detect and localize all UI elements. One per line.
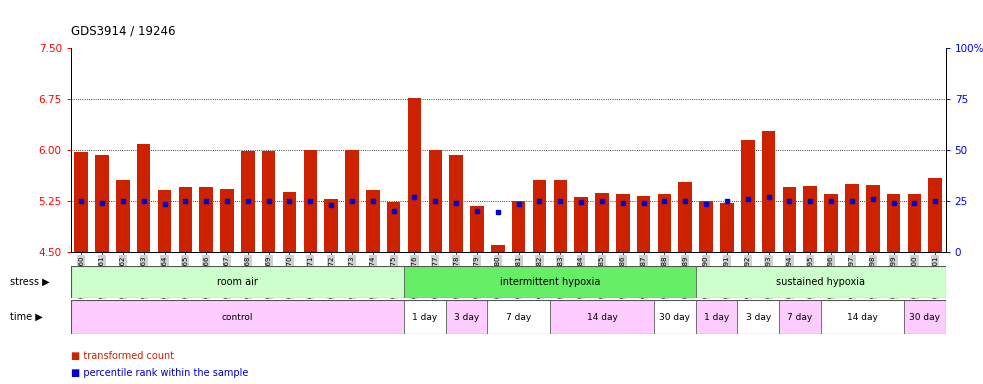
Text: ■ percentile rank within the sample: ■ percentile rank within the sample [71, 368, 248, 378]
Bar [408, 98, 422, 252]
Bar [821, 300, 904, 334]
Bar [782, 187, 796, 252]
Bar [512, 201, 525, 252]
Bar [157, 190, 171, 252]
Bar [637, 196, 651, 252]
Bar [345, 151, 359, 252]
Bar [492, 245, 504, 252]
Text: sustained hypoxia: sustained hypoxia [777, 277, 865, 287]
Bar [779, 300, 821, 334]
Text: 7 day: 7 day [506, 313, 531, 322]
Bar [533, 180, 547, 252]
Bar [845, 184, 859, 252]
Bar [699, 201, 713, 252]
Text: room air: room air [217, 277, 258, 287]
Bar [116, 180, 130, 252]
Text: 14 day: 14 day [587, 313, 617, 322]
Bar [71, 300, 404, 334]
Bar [445, 300, 488, 334]
Text: ■ transformed count: ■ transformed count [71, 351, 174, 361]
Bar [907, 194, 921, 252]
Bar [553, 180, 567, 252]
Bar [721, 203, 733, 252]
Bar [200, 187, 213, 252]
Bar [488, 300, 549, 334]
Text: intermittent hypoxia: intermittent hypoxia [499, 277, 600, 287]
Bar [658, 194, 671, 252]
Bar [366, 190, 379, 252]
Bar [304, 151, 318, 252]
Bar [737, 300, 779, 334]
Bar [387, 202, 400, 252]
Text: 14 day: 14 day [847, 313, 878, 322]
Bar [929, 178, 942, 252]
Bar [283, 192, 296, 252]
Bar [549, 300, 654, 334]
Text: 30 day: 30 day [660, 313, 690, 322]
Bar [449, 154, 463, 252]
Bar [261, 151, 275, 252]
Bar [429, 151, 442, 252]
Bar [404, 300, 445, 334]
Text: 1 day: 1 day [704, 313, 729, 322]
Bar [71, 266, 404, 298]
Bar [696, 300, 737, 334]
Text: 1 day: 1 day [412, 313, 437, 322]
Text: stress ▶: stress ▶ [10, 277, 49, 287]
Bar [678, 182, 692, 252]
Bar [241, 151, 255, 252]
Bar [470, 206, 484, 252]
Bar [595, 193, 608, 252]
Bar [887, 194, 900, 252]
Bar [137, 144, 150, 252]
Text: time ▶: time ▶ [10, 312, 42, 322]
Bar [616, 194, 629, 252]
Bar [75, 152, 87, 252]
Bar [404, 266, 696, 298]
Text: 30 day: 30 day [909, 313, 941, 322]
Bar [179, 187, 192, 252]
Bar [825, 194, 838, 252]
Bar [803, 186, 817, 252]
Bar [654, 300, 696, 334]
Bar [866, 185, 880, 252]
Text: control: control [222, 313, 254, 322]
Text: 3 day: 3 day [745, 313, 771, 322]
Bar [904, 300, 946, 334]
Bar [741, 139, 755, 252]
Text: 3 day: 3 day [454, 313, 479, 322]
Text: 7 day: 7 day [787, 313, 813, 322]
Bar [696, 266, 946, 298]
Bar [762, 131, 776, 252]
Bar [574, 197, 588, 252]
Text: GDS3914 / 19246: GDS3914 / 19246 [71, 25, 175, 38]
Bar [220, 189, 234, 252]
Bar [95, 154, 109, 252]
Bar [324, 199, 338, 252]
